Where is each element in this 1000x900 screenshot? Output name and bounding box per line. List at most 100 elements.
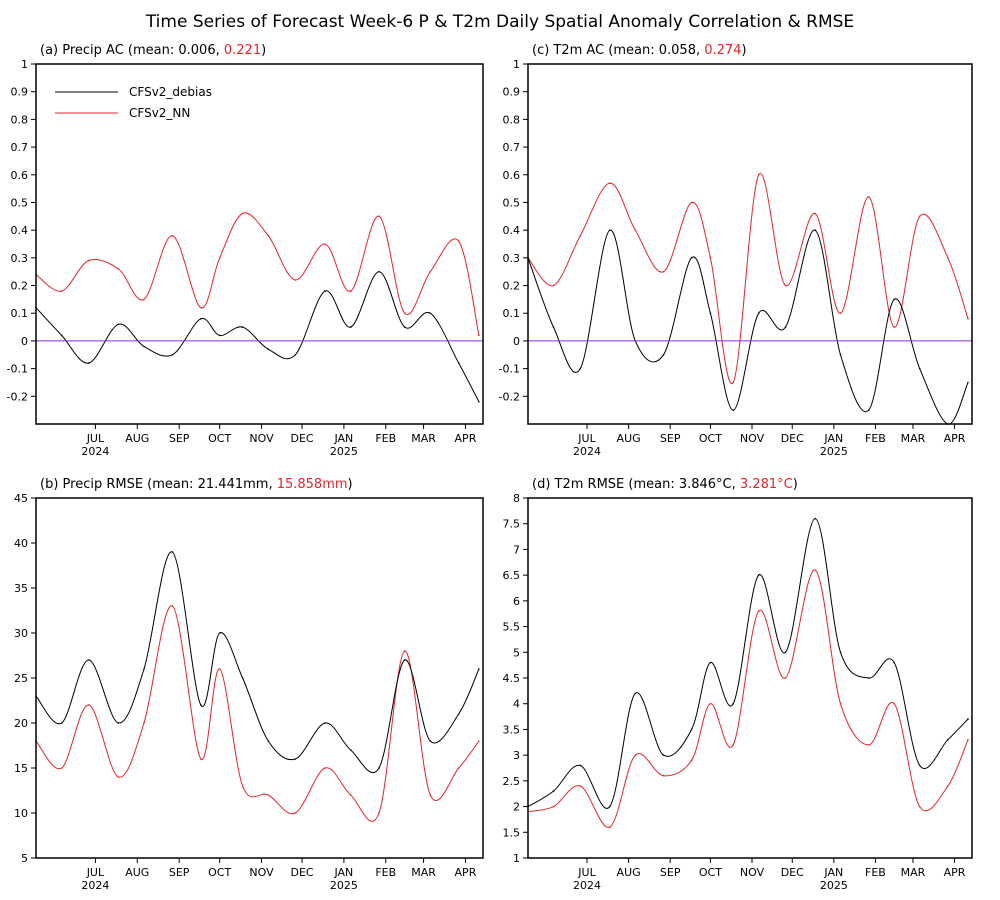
data-point-debias	[662, 354, 665, 356]
data-point-nn	[457, 240, 460, 242]
data-point-debias	[918, 764, 921, 767]
data-point-debias	[757, 574, 760, 576]
x-tick-label: OCT	[208, 866, 231, 879]
y-tick-label: 20	[14, 717, 28, 730]
panel-title-suffix-a: )	[261, 43, 266, 58]
data-point-nn	[457, 767, 460, 769]
figure-title: Time Series of Forecast Week-6 P & T2m D…	[145, 12, 854, 32]
panel-t2m-ac: (c) T2m AC (mean: 0.058, 0.274) 1 0.9 0.8 0.…	[499, 43, 973, 458]
x-tick-label: APR	[455, 432, 477, 445]
y-tick-label: 0.5	[503, 196, 521, 209]
data-point-debias	[893, 661, 895, 664]
data-point-debias	[690, 257, 693, 259]
x-tick-label: SEP	[169, 432, 190, 445]
data-point-debias	[552, 326, 555, 328]
x-tick-label: JUL	[86, 432, 105, 445]
data-point-nn	[349, 290, 352, 292]
panel-title-nn-mean-c: 0.274	[704, 43, 741, 58]
data-point-nn	[732, 744, 734, 746]
x-tick-label: AUG	[125, 866, 149, 879]
data-point-debias	[349, 326, 352, 328]
y-tick-label: 2	[513, 801, 520, 814]
data-point-debias	[294, 354, 297, 356]
data-point-nn	[324, 767, 326, 769]
x-tick-label: SEP	[660, 866, 681, 879]
series-line-debias	[527, 229, 969, 425]
data-point-debias	[87, 659, 90, 661]
y-tick-label: 15	[14, 762, 28, 775]
data-point-debias	[690, 728, 693, 731]
panel-title-d: (d) T2m RMSE (mean: 3.846°C, 3.281°C)	[532, 477, 798, 492]
x-tick-label: JUL	[577, 432, 596, 445]
data-point-debias	[732, 409, 734, 412]
x-tick-label: FEB	[375, 432, 396, 445]
data-point-nn	[814, 212, 816, 215]
y-tick-label: 0.8	[11, 113, 29, 126]
x-tick-label: JAN	[333, 432, 353, 445]
data-point-debias	[324, 290, 326, 292]
x-tick-label: JAN	[333, 866, 353, 879]
x-tick-label: FEB	[375, 866, 396, 879]
data-point-nn	[241, 785, 244, 787]
y-tick-label: 3.5	[503, 723, 521, 736]
data-point-nn	[143, 298, 145, 301]
data-point-debias	[757, 312, 760, 315]
y-tick-label: 4	[513, 698, 520, 711]
y-tick-label: 7.5	[503, 518, 521, 531]
data-point-nn	[378, 215, 380, 218]
data-point-nn	[784, 677, 787, 679]
data-point-nn	[709, 257, 712, 259]
data-point-nn	[117, 268, 120, 270]
data-point-debias	[478, 668, 480, 670]
data-point-debias	[839, 651, 842, 654]
panel-title-a: (a) Precip AC (mean: 0.006, 0.221)	[40, 43, 266, 58]
x-year-label: 2025	[820, 879, 848, 892]
panel-title-nn-mean-d: 3.281°C	[740, 477, 793, 492]
data-point-nn	[947, 785, 949, 787]
y-tick-label: 1	[513, 852, 520, 865]
data-point-nn	[634, 754, 637, 756]
y-tick-label: 0.1	[11, 307, 29, 320]
data-point-nn	[294, 812, 297, 814]
y-tick-label: 0.7	[11, 141, 29, 154]
data-point-nn	[839, 702, 842, 705]
x-tick-label: AUG	[125, 432, 149, 445]
y-tick-label: 10	[14, 807, 28, 820]
data-point-nn	[662, 270, 665, 273]
data-point-nn	[814, 569, 816, 571]
data-point-debias	[709, 661, 712, 664]
x-tick-label: FEB	[865, 432, 886, 445]
data-point-nn	[579, 234, 582, 237]
series-line-nn	[35, 212, 480, 336]
x-tick-label: MAR	[411, 866, 436, 879]
plot-frame	[527, 63, 973, 425]
y-tick-label: 35	[14, 582, 28, 595]
panel-precip-ac: (a) Precip AC (mean: 0.006, 0.221) 1 0.9 0.…	[7, 43, 484, 458]
x-tick-label: NOV	[740, 432, 765, 445]
plot-frame	[35, 497, 484, 859]
y-tick-label: 0.8	[503, 113, 521, 126]
data-point-debias	[732, 702, 734, 705]
y-tick-label: 25	[14, 672, 28, 685]
y-tick-label: 45	[14, 492, 28, 505]
panel-title-suffix-d: )	[793, 477, 798, 492]
y-tick-label: -0.2	[7, 390, 28, 403]
data-point-debias	[918, 367, 921, 370]
data-point-debias	[478, 401, 480, 403]
x-tick-label: DEC	[290, 432, 313, 445]
plot-frame	[35, 63, 484, 425]
y-tick-label: 0.2	[11, 280, 29, 293]
x-tick-label: NOV	[740, 866, 765, 879]
data-point-debias	[200, 318, 202, 320]
data-point-debias	[171, 354, 174, 356]
data-point-nn	[478, 334, 480, 337]
y-tick-label: 0.4	[503, 224, 521, 237]
data-point-nn	[609, 182, 611, 184]
x-tick-label: AUG	[617, 432, 641, 445]
data-point-debias	[294, 758, 297, 760]
data-point-nn	[690, 759, 693, 762]
data-point-debias	[60, 334, 63, 337]
data-point-nn	[117, 776, 120, 778]
data-point-debias	[267, 740, 270, 742]
